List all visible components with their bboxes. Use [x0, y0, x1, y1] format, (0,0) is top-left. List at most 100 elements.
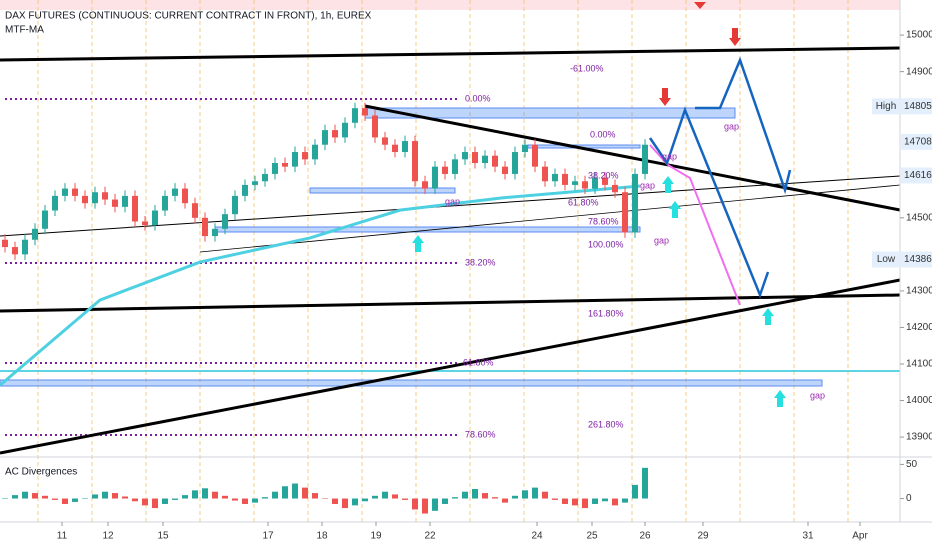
indicator-label: MTF-MA: [5, 25, 44, 36]
osc-bar: [232, 498, 238, 501]
candle-body: [422, 181, 428, 189]
osc-bar: [202, 488, 208, 499]
candle-body: [512, 152, 518, 174]
gap-label: gap: [640, 180, 655, 190]
candle-body: [272, 162, 278, 174]
osc-bar: [262, 497, 268, 499]
candle-body: [52, 195, 58, 211]
osc-bar: [332, 498, 338, 504]
x-tick-label: 17: [262, 531, 274, 542]
osc-bar: [532, 487, 538, 499]
ma-line: [0, 184, 641, 387]
candle-body: [2, 239, 8, 248]
osc-bar: [252, 498, 258, 503]
candle-body: [482, 155, 488, 163]
candle-body: [22, 239, 28, 255]
candle-body: [62, 188, 68, 196]
osc-bar: [522, 490, 528, 499]
projection: [648, 106, 770, 299]
osc-bar: [442, 498, 448, 504]
x-tick-label: Apr: [852, 531, 868, 542]
fib-label: 0.00%: [465, 93, 491, 103]
candle-body: [492, 155, 498, 167]
candle-body: [642, 144, 648, 174]
gap-label: gap: [810, 390, 825, 400]
candle-body: [372, 115, 378, 138]
trend-line: [0, 46, 901, 62]
osc-bar: [512, 495, 518, 499]
price-label-box: [901, 133, 932, 150]
candle-body: [112, 199, 118, 207]
osc-bar: [62, 498, 68, 504]
osc-bar: [282, 486, 288, 499]
candle-body: [632, 173, 638, 233]
y-tick-label: 14200: [906, 322, 932, 333]
candle-body: [162, 195, 168, 211]
x-tick-label: 26: [639, 531, 651, 542]
osc-bar: [32, 493, 38, 499]
fib-label: 100.00%: [588, 239, 624, 249]
osc-bar: [302, 487, 308, 499]
trend-line: [199, 184, 901, 253]
fib-label: 38.20%: [588, 170, 619, 180]
osc-bar: [402, 498, 408, 500]
candle-body: [612, 184, 618, 193]
projection: [695, 56, 792, 195]
osc-bar: [132, 498, 138, 502]
osc-bar: [242, 498, 248, 504]
y-tick-label: 13900: [906, 432, 932, 443]
osc-bar: [542, 491, 548, 499]
x-tick-label: 15: [157, 531, 169, 542]
candle-body: [622, 192, 628, 233]
osc-bar: [42, 495, 48, 499]
candle-body: [402, 141, 408, 153]
candle-body: [562, 173, 568, 185]
alert-band: [0, 0, 900, 10]
price-label-tag: [872, 251, 900, 268]
price-label-name: High: [876, 101, 897, 112]
osc-bar: [372, 495, 378, 499]
osc-bar: [192, 490, 198, 499]
candle-body: [42, 210, 48, 229]
candle-body: [132, 195, 138, 222]
osc-bar: [362, 498, 368, 502]
x-tick-label: 19: [370, 531, 382, 542]
price-label-tag: [872, 98, 900, 115]
osc-bar: [612, 498, 618, 506]
gap-label: gap: [724, 121, 739, 131]
candle-body: [102, 192, 108, 200]
candle-body: [432, 166, 438, 189]
chart-title: DAX FUTURES (CONTINUOUS: CURRENT CONTRAC…: [5, 11, 372, 22]
candle-body: [152, 210, 158, 226]
osc-bar: [312, 493, 318, 499]
candle-body: [552, 173, 558, 182]
osc-bar: [462, 491, 468, 499]
oscillator-label: AC Divergences: [5, 467, 77, 478]
fib-label: 61.80%: [463, 357, 494, 367]
session-lines: [37, 0, 849, 522]
price-label: 14616: [904, 170, 932, 181]
x-tick-label: 11: [57, 531, 68, 542]
trend-line: [0, 293, 901, 313]
candle-body: [262, 173, 268, 182]
osc-bar: [592, 498, 598, 504]
osc-bar: [122, 496, 128, 499]
osc-bar: [482, 493, 488, 499]
osc-tick-label: 50: [906, 459, 918, 470]
y-tick-label: 14500: [906, 212, 932, 223]
osc-bar: [572, 498, 578, 506]
osc-bar: [422, 498, 428, 514]
trend-line: [0, 175, 901, 237]
candle-body: [192, 203, 198, 218]
osc-bar: [52, 498, 58, 500]
candle-body: [322, 130, 328, 145]
osc-bar: [582, 498, 588, 509]
candle-body: [452, 159, 458, 174]
zone: [309, 187, 456, 194]
fib-label: 0.00%: [590, 129, 616, 139]
candle-body: [392, 144, 398, 153]
price-label-box: [901, 251, 932, 268]
candle-body: [222, 214, 228, 229]
candle-body: [522, 144, 528, 153]
fib-label: 78.60%: [465, 429, 496, 439]
